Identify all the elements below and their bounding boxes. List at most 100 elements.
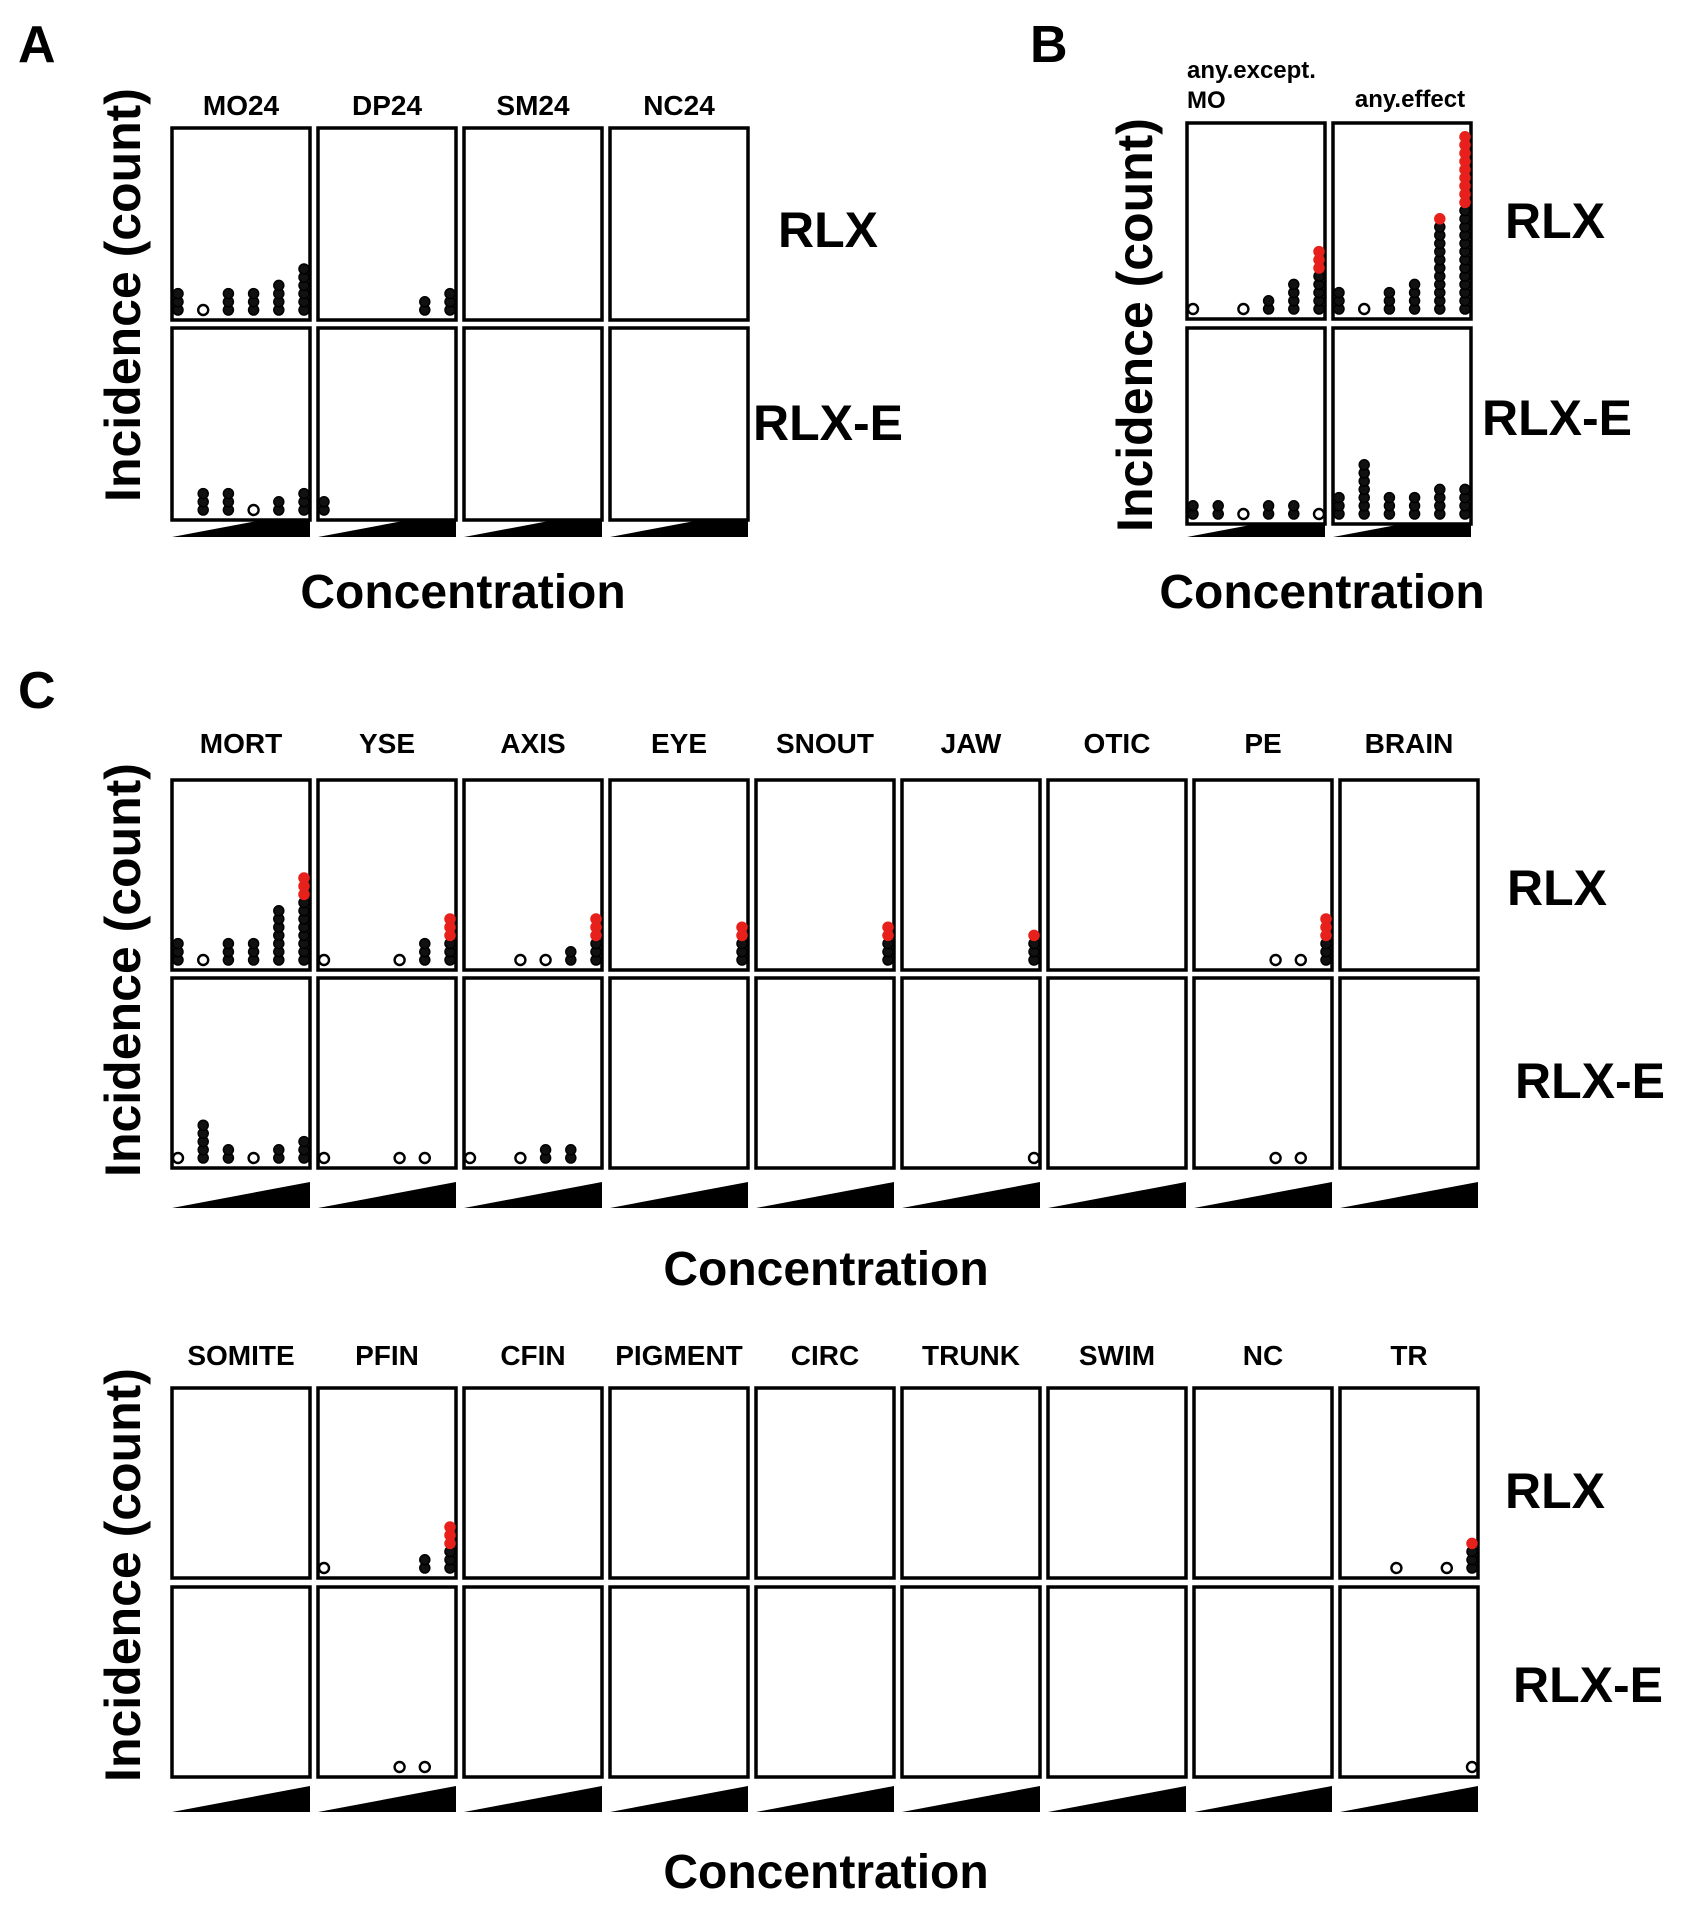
concentration-wedge-snout [756,1182,894,1208]
subplot-pfin-rlx [316,1386,458,1580]
col-title-tr: TR [1390,1340,1427,1371]
point-dp24-rlx-e-d1 [318,496,330,508]
subplot-any-effect-rlx [1331,121,1473,321]
point-pfin-rlx-d1 [317,1561,331,1575]
col-title-nc24: NC24 [643,90,715,121]
point-yse-rlx-e-d5 [418,1151,431,1165]
col-title-b-any-effect: any.effect [1355,86,1465,113]
subplot-tr-rlx-e [1338,1585,1480,1779]
point-red-yse-rlx-d6 [444,913,456,925]
x-axis-label-c2: Concentration [663,1846,988,1899]
subplot-any-effect-rlx-e [1331,326,1473,526]
point-dp24-rlx-d5 [419,296,431,308]
point-mo24-rlx-d2 [196,303,210,317]
point-mort-rlx-d1 [172,937,184,950]
point-yse-rlx-d4 [393,953,406,967]
concentration-wedge-brain [1340,1182,1478,1208]
point-axis-rlx-e-d1 [463,1151,477,1165]
y-axis-label-a: Incidence (count) [95,88,151,502]
subplot-axis-rlx [462,778,604,972]
col-title-otic: OTIC [1084,728,1151,759]
point-any-effect-rlx-e-d1 [1333,491,1345,504]
col-title-brain: BRAIN [1365,728,1454,759]
panel-label-a: A [18,16,56,74]
col-title-pe: PE [1244,728,1281,759]
point-pe-rlx-d5 [1294,953,1308,967]
point-mo24-rlx-e-d4 [247,503,260,517]
point-red-axis-rlx-d6 [590,913,602,925]
point-any-except-mo-rlx-e-d2 [1212,500,1224,512]
col-title-somite: SOMITE [187,1340,294,1371]
point-mort-rlx-e-d1 [171,1151,185,1165]
point-mo24-rlx-d3 [222,287,235,300]
concentration-wedge-tr [1340,1786,1478,1812]
point-any-except-mo-rlx-d5 [1288,278,1300,291]
point-pfin-rlx-e-d5 [418,1760,431,1774]
point-axis-rlx-e-d3 [514,1151,527,1165]
row-label-c1-rlxe: RLX-E [1515,1053,1665,1109]
concentration-wedge-yse [318,1182,456,1208]
subplot-circ-rlx [754,1386,896,1580]
subplot-nc-rlx-e [1192,1585,1334,1779]
col-title-dp24: DP24 [352,90,422,121]
point-red-tr-rlx-d6 [1466,1537,1478,1550]
point-red-any-except-mo-rlx-d6 [1313,245,1325,258]
subplot-otic-rlx [1046,778,1188,972]
subplot-somite-rlx [170,1386,312,1580]
col-title-pigment: PIGMENT [615,1340,743,1371]
point-any-except-mo-rlx-e-d1 [1187,500,1199,512]
concentration-wedge-mort [172,1182,310,1208]
point-tr-rlx-d3 [1390,1561,1403,1575]
point-red-any-effect-rlx-d5 [1434,213,1446,225]
point-pe-rlx-e-d4 [1269,1151,1282,1165]
point-mort-rlx-e-d4 [247,1151,260,1165]
concentration-wedge-trunk [902,1786,1040,1812]
subplot-nc-rlx [1192,1386,1334,1580]
point-red-pe-rlx-d6 [1320,913,1332,925]
col-title-trunk: TRUNK [922,1340,1020,1371]
row-label-b-rlx: RLX [1505,193,1605,249]
concentration-wedge-pigment [610,1786,748,1812]
col-title-axis: AXIS [500,728,565,759]
point-tr-rlx-d5 [1440,1561,1454,1575]
subplot-any-except-mo-rlx-e [1185,326,1327,526]
row-label-c2-rlx: RLX [1505,1463,1605,1519]
row-label-c2-rlxe: RLX-E [1513,1657,1663,1713]
subplot-pe-rlx-e [1192,976,1334,1170]
chart-block-3: SOMITE PFIN CFIN PIGMENT CIRC TRUNK SWIM NC TR [170,1340,1480,1812]
subplot-nc24-rlx [608,126,750,322]
subplot-pigment-rlx-e [608,1585,750,1779]
concentration-wedge-axis [464,1182,602,1208]
point-axis-rlx-d5 [565,946,577,958]
subplot-pigment-rlx [608,1386,750,1580]
point-pfin-rlx-e-d4 [393,1760,406,1774]
chart-block-0: MO24 DP24 SM24 NC24 [170,90,750,537]
subplot-nc24-rlx-e [608,326,750,522]
point-mort-rlx-d2 [196,953,210,967]
subplot-jaw-rlx-e [900,976,1042,1170]
point-dp24-rlx-d6 [444,287,456,300]
subplot-circ-rlx-e [754,1585,896,1779]
concentration-wedge-nc [1194,1786,1332,1812]
point-axis-rlx-e-d4 [539,1144,552,1156]
point-jaw-rlx-e-d6 [1027,1151,1041,1165]
chart-block-1 [1185,121,1473,537]
y-axis-label-c1: Incidence (count) [95,763,151,1177]
subplot-yse-rlx-e [316,976,458,1170]
col-title-yse: YSE [359,728,415,759]
subplot-jaw-rlx [900,778,1042,972]
col-title-pfin: PFIN [355,1340,419,1371]
point-any-except-mo-rlx-e-d5 [1288,500,1300,512]
concentration-wedge-pe [1194,1182,1332,1208]
subplot-mo24-rlx-e [170,326,312,522]
point-any-except-mo-rlx-d3 [1237,302,1250,316]
point-any-effect-rlx-d1 [1333,286,1345,299]
point-mo24-rlx-e-d5 [273,496,285,508]
col-title-snout: SNOUT [776,728,874,759]
subplot-axis-rlx-e [462,976,604,1170]
chart-block-2: MORT YSE AXIS EYE SNOUT JAW OTIC PE BRAIN [170,728,1480,1208]
col-title-b-any-except-line1: any.except. [1187,57,1316,84]
col-title-eye: EYE [651,728,707,759]
point-yse-rlx-e-d1 [317,1151,331,1165]
